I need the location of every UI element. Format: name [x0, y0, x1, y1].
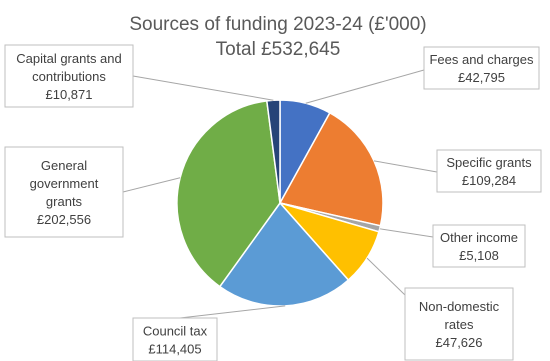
data-label-name: General: [41, 158, 87, 173]
data-label-box: [436, 149, 542, 193]
data-label-box: [432, 224, 526, 268]
data-label-name: Fees and charges: [429, 52, 534, 67]
data-label-value: £109,284: [462, 173, 516, 188]
data-label-name: contributions: [32, 69, 106, 84]
data-label-value: £5,108: [459, 248, 499, 263]
pie-slice-capital-grants-and-contributions: [265, 99, 281, 204]
data-label-name: grants: [46, 194, 83, 209]
leader-line: [379, 228, 434, 238]
data-label-name: Capital grants and: [16, 51, 122, 66]
leader-line: [132, 75, 274, 101]
pie-slice-general-government-grants: [176, 100, 281, 288]
data-label-box: [4, 146, 124, 238]
chart-title: Sources of funding 2023-24 (£'000): [129, 14, 426, 35]
data-label-name: Non-domestic: [419, 299, 500, 314]
data-label-box: [404, 287, 514, 361]
data-label-box: [4, 44, 134, 108]
leader-line: [305, 69, 425, 104]
data-label-name: Council tax: [143, 324, 208, 339]
leader-line: [366, 257, 406, 296]
leader-line: [373, 160, 438, 173]
data-labels: Fees and charges £42,795 Specific grants £1…: [4, 44, 542, 361]
data-label-value: £10,871: [46, 87, 93, 102]
pie-slice-council-tax: [218, 201, 350, 307]
data-label-box: [132, 317, 218, 361]
data-label-value: £42,795: [458, 70, 505, 85]
data-label-value: £202,556: [37, 212, 91, 227]
data-label-name: government: [30, 176, 99, 191]
leader-line: [179, 305, 286, 319]
data-label-box: [423, 46, 540, 90]
data-label-value: £47,626: [436, 335, 483, 350]
data-label-value: £114,405: [148, 342, 201, 357]
pie-slices: [176, 99, 384, 307]
data-label-name: Specific grants: [446, 155, 532, 170]
data-label-name: rates: [445, 317, 474, 332]
data-label-name: Other income: [440, 230, 518, 245]
chart-subtitle: Total £532,645: [216, 39, 341, 60]
leader-line: [122, 177, 181, 193]
